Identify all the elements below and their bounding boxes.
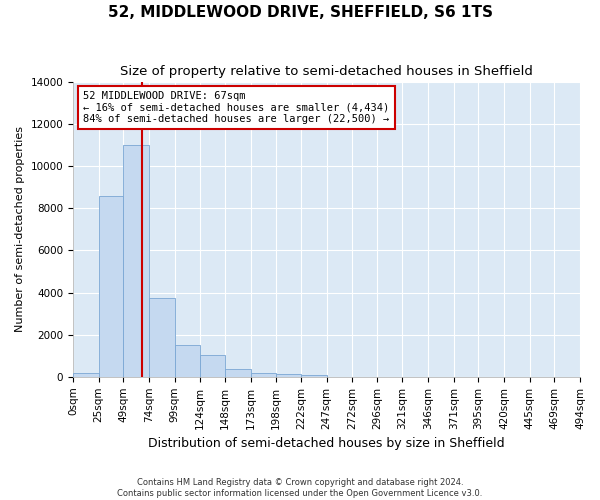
Bar — [175, 345, 200, 377]
Bar — [301, 375, 326, 377]
Bar — [98, 196, 124, 377]
Bar — [124, 145, 149, 377]
Bar — [225, 370, 251, 377]
Text: 52 MIDDLEWOOD DRIVE: 67sqm
← 16% of semi-detached houses are smaller (4,434)
84%: 52 MIDDLEWOOD DRIVE: 67sqm ← 16% of semi… — [83, 91, 389, 124]
X-axis label: Distribution of semi-detached houses by size in Sheffield: Distribution of semi-detached houses by … — [148, 437, 505, 450]
Text: 52, MIDDLEWOOD DRIVE, SHEFFIELD, S6 1TS: 52, MIDDLEWOOD DRIVE, SHEFFIELD, S6 1TS — [107, 5, 493, 20]
Title: Size of property relative to semi-detached houses in Sheffield: Size of property relative to semi-detach… — [120, 65, 533, 78]
Bar — [149, 298, 175, 377]
Bar — [200, 354, 225, 377]
Bar — [251, 373, 276, 377]
Bar — [73, 372, 98, 377]
Text: Contains HM Land Registry data © Crown copyright and database right 2024.
Contai: Contains HM Land Registry data © Crown c… — [118, 478, 482, 498]
Bar — [276, 374, 301, 377]
Y-axis label: Number of semi-detached properties: Number of semi-detached properties — [15, 126, 25, 332]
